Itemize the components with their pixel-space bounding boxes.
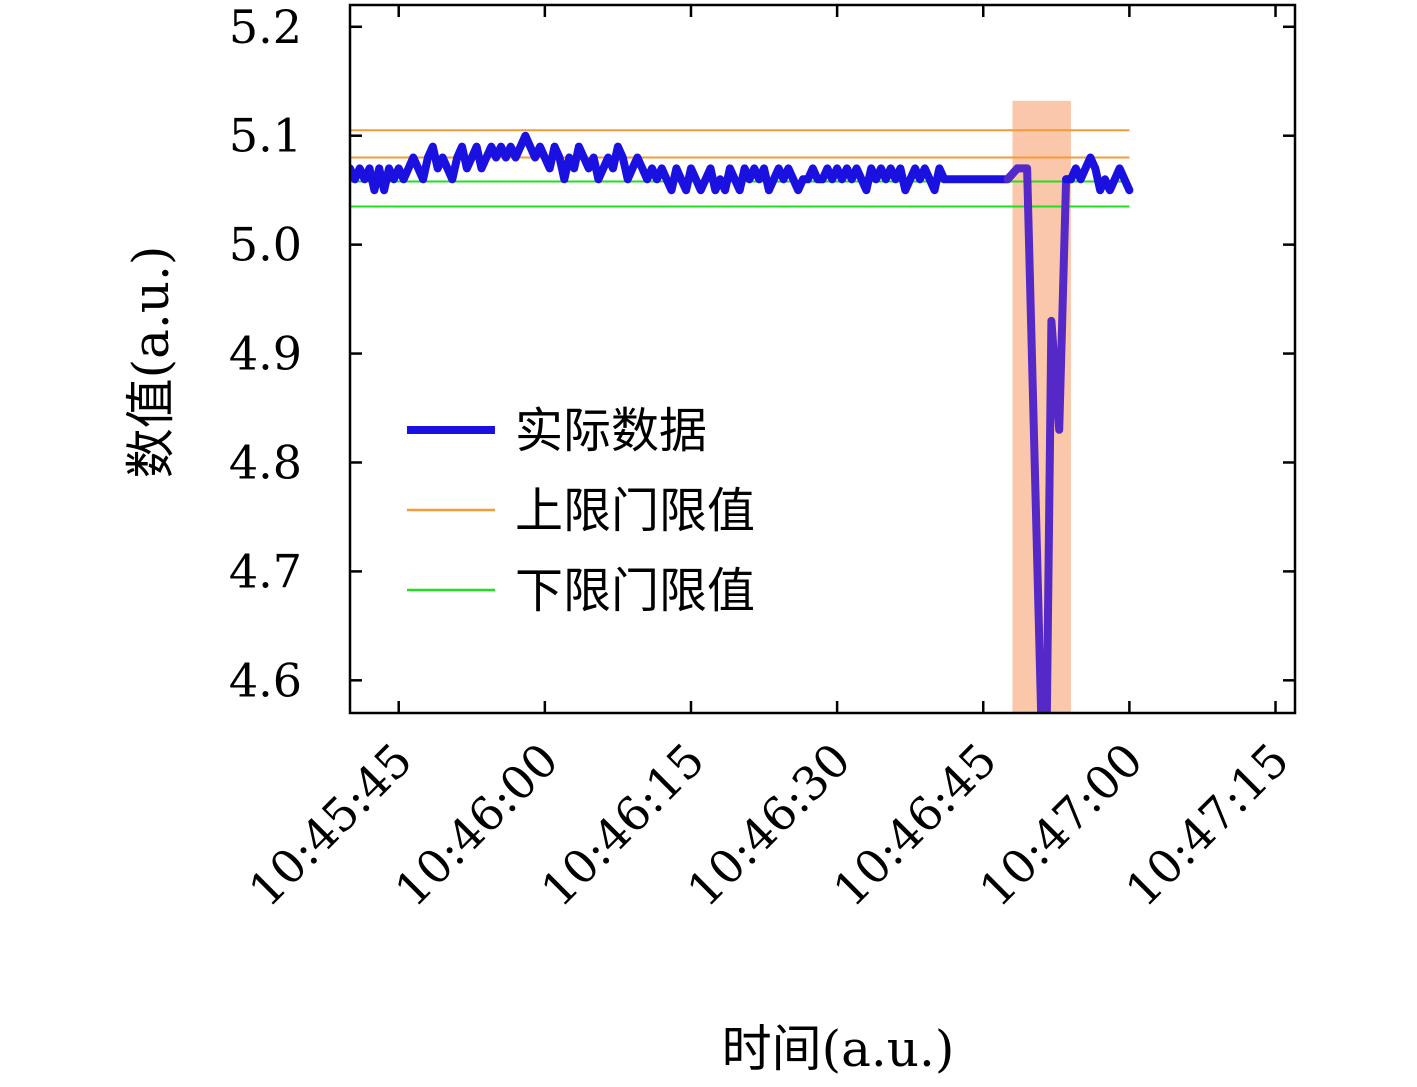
y-tick-label: 5.2 bbox=[229, 0, 302, 54]
legend-label: 下限门限值 bbox=[515, 563, 755, 619]
series-line-actual-data-anomaly bbox=[1003, 164, 1075, 713]
y-axis-title: 数值(a.u.) bbox=[122, 246, 180, 479]
x-tick-label: 10:47:15 bbox=[1115, 733, 1299, 917]
series-line-actual-data bbox=[350, 131, 1022, 195]
y-tick-label: 4.6 bbox=[229, 653, 302, 707]
y-tick-label: 4.7 bbox=[229, 544, 302, 598]
legend-label: 上限门限值 bbox=[515, 483, 755, 539]
data-layer bbox=[350, 131, 1134, 713]
legend-item: 实际数据 bbox=[407, 403, 707, 459]
y-tick-label: 5.0 bbox=[229, 218, 302, 272]
legend-item: 上限门限值 bbox=[407, 483, 755, 539]
legend-item: 下限门限值 bbox=[407, 563, 755, 619]
plot-frame bbox=[348, 3, 1297, 715]
series-line-actual-data-after bbox=[1062, 153, 1134, 195]
y-tick-label: 4.8 bbox=[229, 435, 302, 489]
y-tick-label: 4.9 bbox=[229, 327, 302, 381]
y-tick-label: 5.1 bbox=[229, 109, 302, 163]
x-axis-title: 时间(a.u.) bbox=[722, 1020, 955, 1078]
legend-label: 实际数据 bbox=[515, 403, 707, 459]
axes-layer: 4.64.74.84.95.05.15.210:45:4510:46:0010:… bbox=[229, 0, 1299, 917]
